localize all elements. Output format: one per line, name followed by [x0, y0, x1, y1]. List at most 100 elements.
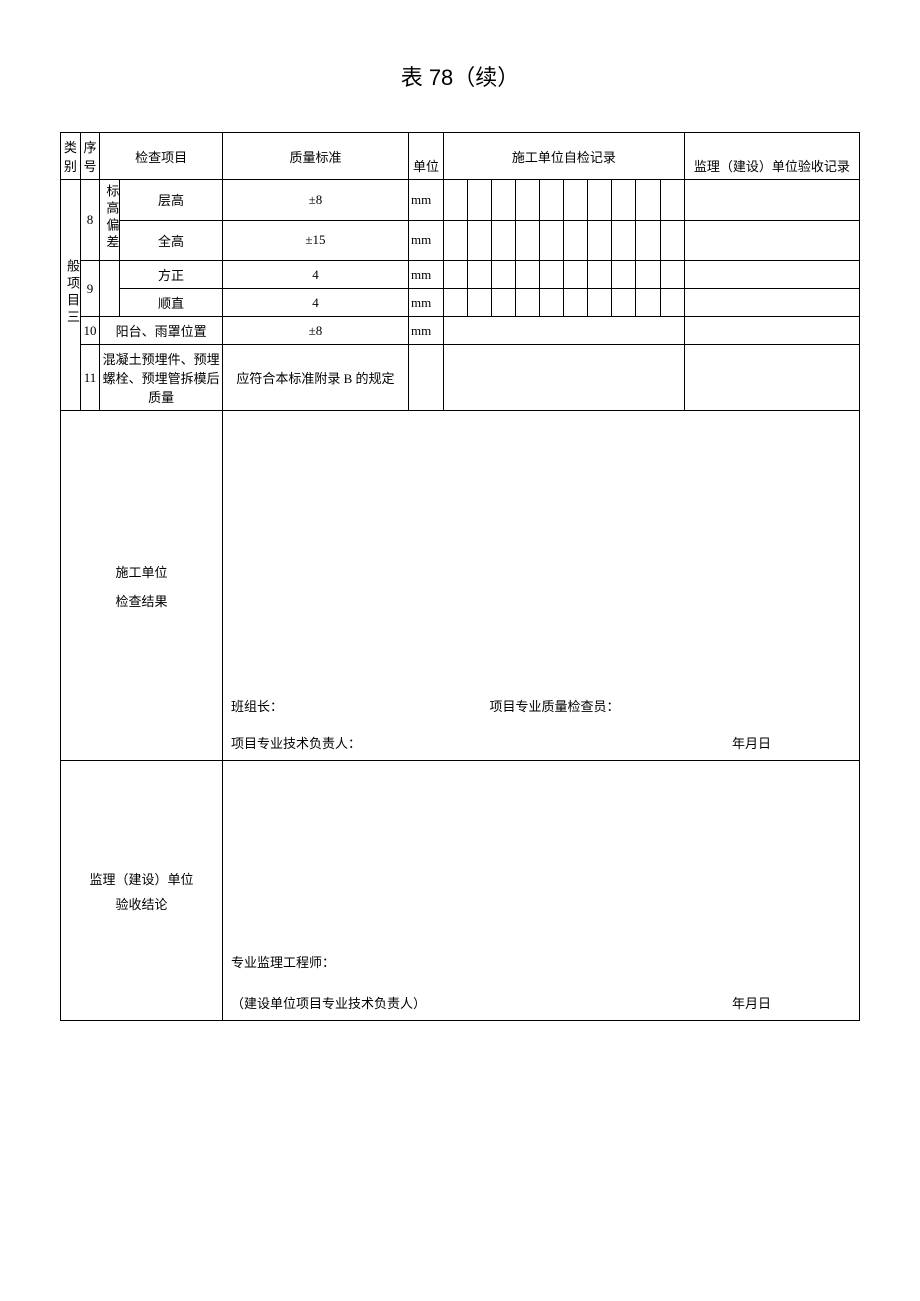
item-8-2: 全高 [120, 220, 223, 261]
check-cell [636, 180, 660, 221]
check-cell [564, 261, 588, 289]
sub-9 [100, 261, 120, 317]
tech-leader-label: 项目专业技术负责人： [231, 736, 361, 751]
item-9-2: 顺直 [120, 289, 223, 317]
check-cell [540, 180, 564, 221]
table-row: 11 混凝土预埋件、预埋螺栓、预埋管拆模后质量 应符合本标准附录 B 的规定 [61, 345, 860, 411]
check-cell [588, 289, 612, 317]
category-cell: 般项目三 [61, 180, 81, 411]
check-cell [660, 289, 684, 317]
std-9-2: 4 [222, 289, 408, 317]
check-cell [468, 289, 492, 317]
super-cell [684, 345, 859, 411]
check-cell [660, 261, 684, 289]
check-cell [516, 289, 540, 317]
check-cell [540, 261, 564, 289]
constr-tech-label: （建设单位项目专业技术负责人） [231, 996, 426, 1011]
hdr-seq: 序号 [80, 133, 100, 180]
hdr-self-check: 施工单位自检记录 [443, 133, 684, 180]
check-cell [636, 289, 660, 317]
hdr-check-item: 检查项目 [100, 133, 223, 180]
page-title: 表 78（续） [60, 60, 860, 92]
super-cell [684, 261, 859, 289]
quality-inspector-label: 项目专业质量检查员： [489, 699, 619, 714]
std-9-1: 4 [222, 261, 408, 289]
check-cell [564, 289, 588, 317]
seq-10: 10 [80, 317, 100, 345]
item-11: 混凝土预埋件、预埋螺栓、预埋管拆模后质量 [100, 345, 223, 411]
super-cell [684, 180, 859, 221]
check-cell [468, 220, 492, 261]
date-1: 年月日 [732, 733, 771, 752]
check-cell [564, 220, 588, 261]
hdr-supervision: 监理（建设）单位验收记录 [684, 133, 859, 180]
seq-11: 11 [80, 345, 100, 411]
check-cell [492, 261, 516, 289]
check-cell [540, 289, 564, 317]
super-cell [684, 289, 859, 317]
unit-8-2: mm [408, 220, 443, 261]
check-cell [612, 180, 636, 221]
table-row: 般项目三 8 标高偏差 层高 ±8 mm [61, 180, 860, 221]
table-row: 全高 ±15 mm [61, 220, 860, 261]
check-cell [492, 220, 516, 261]
table-row: 顺直 4 mm [61, 289, 860, 317]
check-cell [540, 220, 564, 261]
table-row: 9 方正 4 mm [61, 261, 860, 289]
check-cell [612, 261, 636, 289]
check-cell [492, 180, 516, 221]
check-cell [564, 180, 588, 221]
super-cell [684, 220, 859, 261]
check-cell [636, 261, 660, 289]
unit-9-2: mm [408, 289, 443, 317]
check-cell [516, 220, 540, 261]
check-cell [660, 180, 684, 221]
check-11 [443, 345, 684, 411]
item-10: 阳台、雨罩位置 [100, 317, 223, 345]
super-result-row: 监理（建设）单位 验收结论 专业监理工程师： （建设单位项目专业技术负责人） 年… [61, 761, 860, 1021]
unit-10: mm [408, 317, 443, 345]
check-cell [636, 220, 660, 261]
super-unit-label: 监理（建设）单位 验收结论 [61, 761, 223, 1021]
hdr-category: 类别 [61, 133, 81, 180]
inspection-table: 类别 序号 检查项目 质量标准 单位 施工单位自检记录 监理（建设）单位验收记录… [60, 132, 860, 1021]
item-9-1: 方正 [120, 261, 223, 289]
super-cell [684, 317, 859, 345]
team-leader-label: 班组长： [231, 699, 283, 714]
check-cell [443, 220, 467, 261]
check-cell [443, 180, 467, 221]
constr-sig-block: 班组长： 项目专业质量检查员： 项目专业技术负责人： 年月日 [222, 411, 859, 761]
table-header-row: 类别 序号 检查项目 质量标准 单位 施工单位自检记录 监理（建设）单位验收记录 [61, 133, 860, 180]
super-sig-block: 专业监理工程师： （建设单位项目专业技术负责人） 年月日 [222, 761, 859, 1021]
unit-8-1: mm [408, 180, 443, 221]
check-cell [660, 220, 684, 261]
check-cell [516, 261, 540, 289]
check-cell [588, 261, 612, 289]
hdr-unit: 单位 [408, 133, 443, 180]
table-row: 10 阳台、雨罩位置 ±8 mm [61, 317, 860, 345]
constr-unit-label: 施工单位 检查结果 [61, 411, 223, 761]
item-8-1: 层高 [120, 180, 223, 221]
seq-8: 8 [80, 180, 100, 261]
unit-9-1: mm [408, 261, 443, 289]
sub-8: 标高偏差 [100, 180, 120, 261]
check-10 [443, 317, 684, 345]
check-cell [443, 289, 467, 317]
check-cell [612, 289, 636, 317]
constr-result-row: 施工单位 检查结果 班组长： 项目专业质量检查员： 项目专业技术负责人： 年月日 [61, 411, 860, 761]
check-cell [468, 180, 492, 221]
check-cell [492, 289, 516, 317]
check-cell [588, 220, 612, 261]
check-cell [443, 261, 467, 289]
unit-11 [408, 345, 443, 411]
date-2: 年月日 [732, 993, 771, 1012]
std-11: 应符合本标准附录 B 的规定 [222, 345, 408, 411]
std-10: ±8 [222, 317, 408, 345]
check-cell [612, 220, 636, 261]
check-cell [468, 261, 492, 289]
std-8-1: ±8 [222, 180, 408, 221]
hdr-quality-std: 质量标准 [222, 133, 408, 180]
check-cell [516, 180, 540, 221]
std-8-2: ±15 [222, 220, 408, 261]
super-engineer-label: 专业监理工程师： [231, 955, 335, 970]
